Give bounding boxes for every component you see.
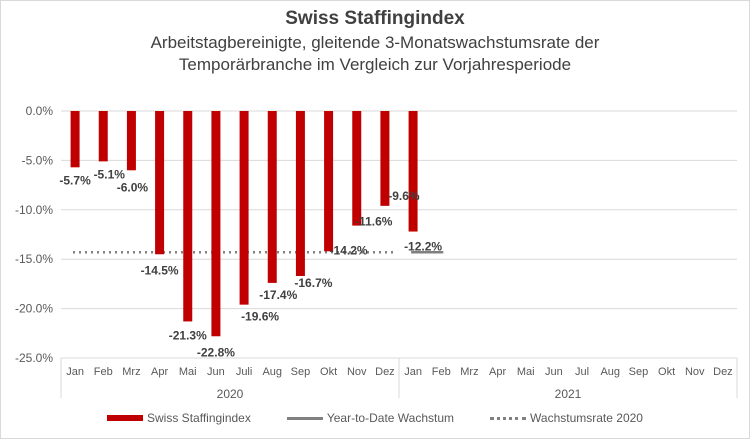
x-tick-label: Dez <box>375 366 395 378</box>
data-label: -21.3% <box>169 328 207 342</box>
data-label: -9.6% <box>388 189 420 203</box>
bar <box>324 111 334 252</box>
x-tick-label: Dez <box>713 366 733 378</box>
data-label: -5.7% <box>59 173 91 187</box>
chart-subtitle-2: Temporärbranche im Vergleich zur Vorjahr… <box>178 55 572 74</box>
legend-item-rate-2020: Wachstumsrate 2020 <box>490 411 643 425</box>
data-label: -5.1% <box>94 167 126 181</box>
legend-label: Wachstumsrate 2020 <box>530 411 643 425</box>
x-tick-label: Jul <box>575 366 589 378</box>
x-tick-label: Jan <box>66 366 84 378</box>
bar <box>352 111 362 226</box>
y-tick-label: -25.0% <box>15 351 53 365</box>
bar <box>70 111 80 168</box>
x-tick-label: Apr <box>489 366 506 378</box>
legend: Swiss Staffingindex Year-to-Date Wachstu… <box>0 411 750 425</box>
legend-swatch-dotted <box>490 416 527 420</box>
x-tick-label: Feb <box>94 366 113 378</box>
data-label: -19.6% <box>241 310 279 324</box>
data-label: -11.6% <box>355 215 393 229</box>
data-label: -17.4% <box>259 288 297 302</box>
y-tick-label: -10.0% <box>15 203 53 217</box>
x-tick-label: Apr <box>151 366 168 378</box>
bar <box>295 111 305 276</box>
bar <box>211 111 221 337</box>
x-tick-label: Jun <box>207 366 225 378</box>
legend-swatch-bar <box>107 415 144 421</box>
y-tick-label: -5.0% <box>22 153 54 167</box>
x-tick-label: Juli <box>236 366 253 378</box>
x-tick-label: Feb <box>432 366 451 378</box>
x-tick-label: Aug <box>262 366 282 378</box>
x-tick-label: Sep <box>629 366 649 378</box>
x-group-label: 2020 <box>217 387 244 401</box>
chart-subtitle-1: Arbeitstagbereinigte, gleitende 3-Monats… <box>150 33 600 52</box>
legend-item-ytd: Year-to-Date Wachstum <box>286 411 455 425</box>
x-tick-label: Mai <box>517 366 535 378</box>
legend-swatch-line <box>286 416 323 420</box>
x-tick-label: Jun <box>545 366 563 378</box>
x-tick-label: Nov <box>685 366 705 378</box>
bar <box>98 111 108 162</box>
bar <box>267 111 277 283</box>
x-tick-label: Jan <box>404 366 422 378</box>
data-label: -6.0% <box>117 180 149 194</box>
bar <box>408 111 418 232</box>
data-label: -14.2% <box>330 243 368 257</box>
legend-label: Year-to-Date Wachstum <box>326 411 455 425</box>
x-tick-label: Mai <box>179 366 197 378</box>
bar <box>380 111 390 206</box>
x-tick-label: Mrz <box>460 366 478 378</box>
y-tick-label: 0.0% <box>26 104 54 118</box>
y-tick-label: -15.0% <box>15 252 53 266</box>
x-tick-label: Okt <box>320 366 337 378</box>
y-tick-label: -20.0% <box>15 302 53 316</box>
bar <box>126 111 136 171</box>
legend-item-staffingindex: Swiss Staffingindex <box>107 411 251 425</box>
chart-title: Swiss Staffingindex <box>285 8 465 29</box>
bar <box>183 111 193 322</box>
x-tick-label: Nov <box>347 366 367 378</box>
x-tick-label: Sep <box>291 366 311 378</box>
x-tick-label: Okt <box>658 366 675 378</box>
data-label: -12.2% <box>404 240 442 254</box>
data-label: -22.8% <box>197 345 235 359</box>
x-tick-label: Aug <box>600 366 620 378</box>
data-label: -14.5% <box>141 263 179 277</box>
data-label: -16.7% <box>294 276 332 290</box>
legend-label: Swiss Staffingindex <box>147 411 251 425</box>
bar <box>155 111 165 255</box>
bar <box>239 111 249 305</box>
x-tick-label: Mrz <box>122 366 140 378</box>
x-group-label: 2021 <box>555 387 582 401</box>
